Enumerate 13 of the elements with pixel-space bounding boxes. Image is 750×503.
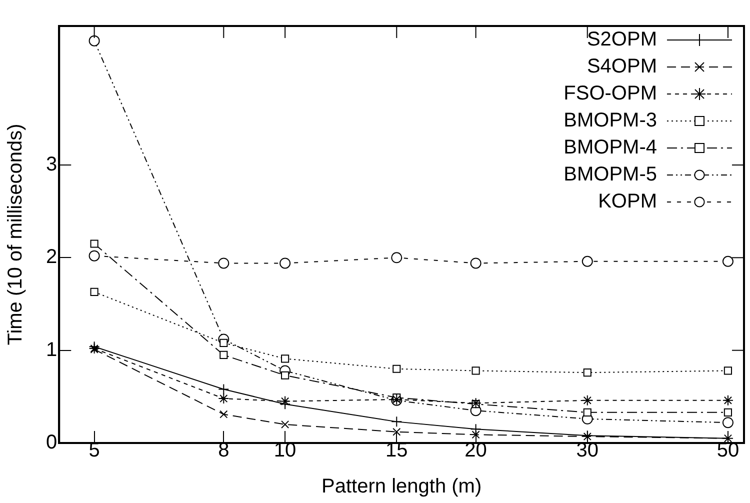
legend-label: KOPM <box>598 190 657 213</box>
legend-label: S4OPM <box>586 56 657 78</box>
y-tick-label: 3 <box>46 154 58 176</box>
y-tick-label: 1 <box>46 338 58 361</box>
x-axis-title: Pattern length (m) <box>322 476 482 498</box>
y-tick-label: 0 <box>46 432 58 454</box>
legend-label: BMOPM-4 <box>564 136 657 159</box>
legend-label: FSO-OPM <box>564 82 657 105</box>
y-tick-label: 2 <box>46 246 58 268</box>
legend-label: S2OPM <box>586 28 657 51</box>
y-axis-title: Time (10 of milliseconds) <box>4 124 27 346</box>
legend-label: BMOPM-5 <box>564 164 657 186</box>
legend-label: BMOPM-3 <box>564 110 657 132</box>
